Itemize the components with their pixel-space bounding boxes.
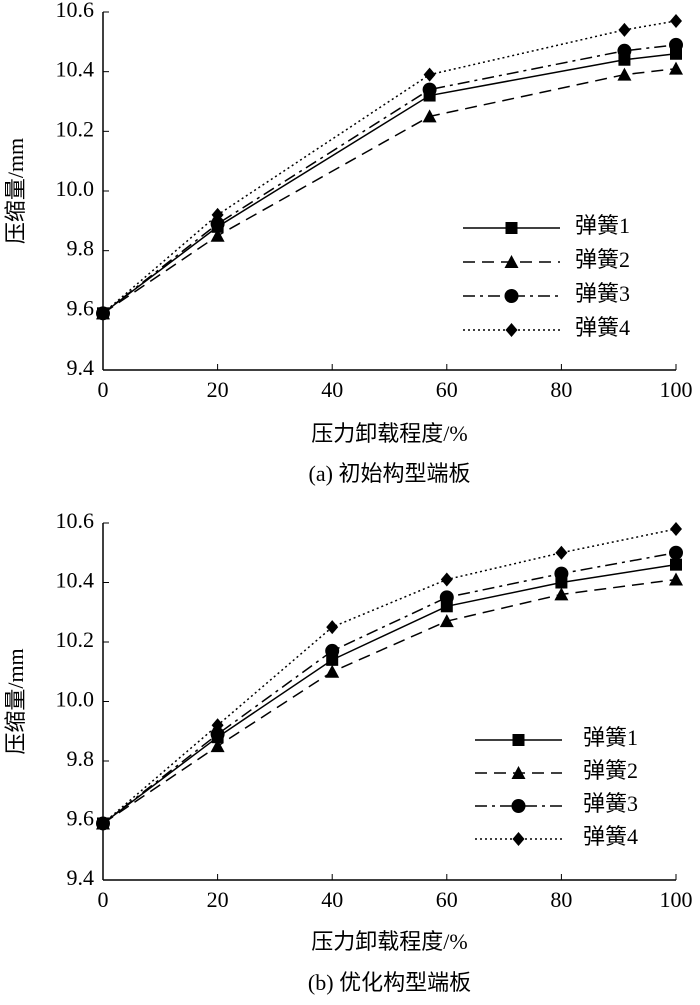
- x-tick-label: 20: [207, 377, 229, 402]
- marker: [422, 82, 437, 97]
- x-tick-label: 60: [436, 377, 458, 402]
- marker: [554, 566, 569, 581]
- marker: [422, 109, 437, 123]
- y-tick-label: 9.8: [67, 236, 95, 261]
- marker: [618, 22, 631, 37]
- series-line: [102, 53, 677, 314]
- x-tick-label: 80: [550, 377, 572, 402]
- legend-marker: [511, 766, 526, 779]
- marker: [325, 643, 340, 658]
- y-axis-label: 压缩量/mm: [3, 648, 28, 754]
- legend-marker: [505, 222, 518, 234]
- x-tick-label: 0: [98, 377, 109, 402]
- series-line: [102, 67, 677, 314]
- y-tick-label: 9.6: [67, 295, 95, 320]
- y-tick-label: 10.0: [56, 176, 95, 201]
- y-tick-label: 10.2: [56, 116, 95, 141]
- y-tick-label: 10.6: [56, 0, 95, 22]
- legend-marker: [511, 799, 526, 813]
- legend-label: 弹簧3: [583, 791, 638, 816]
- marker: [555, 545, 568, 560]
- x-tick-label: 100: [660, 377, 693, 402]
- y-tick-label: 9.4: [67, 355, 95, 380]
- marker: [325, 664, 340, 678]
- legend-label: 弹簧4: [583, 824, 638, 849]
- marker: [670, 521, 682, 536]
- x-tick-label: 40: [321, 887, 343, 912]
- legend-label: 弹簧2: [583, 758, 638, 783]
- marker: [210, 216, 225, 231]
- marker: [326, 620, 339, 635]
- legend-marker: [504, 289, 519, 303]
- y-axis-label: 压缩量/mm: [3, 138, 28, 244]
- marker: [423, 67, 436, 82]
- series-line: [102, 563, 677, 825]
- caption: (b) 优化构型端板: [308, 970, 471, 995]
- marker: [439, 590, 454, 605]
- legend-label: 弹簧1: [575, 213, 630, 238]
- x-tick-label: 80: [550, 887, 572, 912]
- marker: [669, 572, 683, 586]
- x-axis-label: 压力卸载程度/%: [311, 421, 467, 446]
- x-tick-label: 40: [321, 377, 343, 402]
- marker: [439, 614, 454, 628]
- marker: [617, 67, 632, 81]
- x-tick-label: 60: [436, 887, 458, 912]
- marker: [211, 718, 224, 733]
- marker: [210, 727, 225, 742]
- x-axis-label: 压力卸载程度/%: [311, 929, 467, 954]
- legend-marker: [512, 734, 525, 746]
- legend-label: 弹簧2: [575, 247, 630, 272]
- marker: [617, 43, 632, 58]
- series-line: [102, 44, 677, 314]
- y-tick-label: 9.8: [67, 746, 95, 771]
- legend-label: 弹簧4: [575, 315, 630, 340]
- legend-marker: [505, 323, 518, 337]
- marker: [554, 587, 569, 601]
- marker: [670, 13, 682, 28]
- marker: [97, 816, 109, 831]
- legend-marker: [504, 255, 519, 268]
- y-tick-label: 10.6: [56, 508, 95, 533]
- y-tick-label: 9.6: [67, 806, 95, 831]
- marker: [669, 545, 683, 560]
- y-tick-label: 10.0: [56, 687, 95, 712]
- series-line: [102, 578, 677, 825]
- x-tick-label: 20: [207, 887, 229, 912]
- marker: [211, 207, 224, 222]
- marker: [669, 37, 683, 52]
- marker: [210, 739, 225, 753]
- legend-marker: [512, 832, 525, 846]
- y-tick-label: 9.4: [67, 865, 95, 890]
- legend-label: 弹簧1: [583, 725, 638, 750]
- x-tick-label: 100: [660, 887, 693, 912]
- marker: [440, 572, 453, 587]
- x-tick-label: 0: [98, 887, 109, 912]
- marker: [97, 306, 109, 321]
- y-tick-label: 10.4: [56, 57, 95, 82]
- series-line: [102, 528, 677, 825]
- marker: [669, 61, 683, 75]
- y-tick-label: 10.2: [56, 627, 95, 652]
- series-line: [102, 552, 677, 825]
- marker: [670, 558, 682, 571]
- caption: (a) 初始构型端板: [309, 461, 471, 486]
- legend-label: 弹簧3: [575, 281, 630, 306]
- marker: [210, 228, 225, 242]
- y-tick-label: 10.4: [56, 568, 95, 593]
